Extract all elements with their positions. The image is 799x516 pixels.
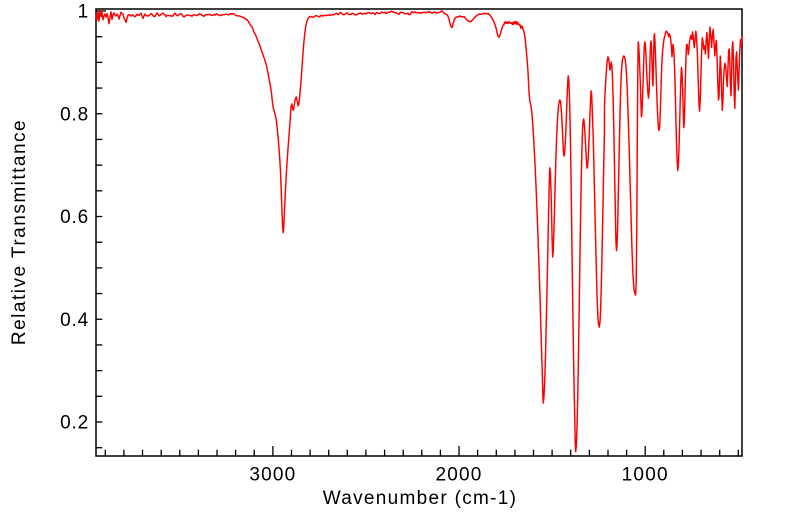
svg-text:Relative Transmittance: Relative Transmittance bbox=[9, 119, 30, 345]
svg-text:0.4: 0.4 bbox=[60, 310, 89, 331]
svg-text:0.8: 0.8 bbox=[60, 104, 89, 125]
svg-text:Wavenumber (cm-1): Wavenumber (cm-1) bbox=[323, 488, 518, 509]
svg-text:1000: 1000 bbox=[622, 465, 669, 486]
svg-text:2000: 2000 bbox=[435, 465, 482, 486]
svg-text:0.6: 0.6 bbox=[60, 207, 89, 228]
svg-text:3000: 3000 bbox=[249, 465, 296, 486]
svg-text:0.2: 0.2 bbox=[60, 413, 89, 434]
svg-text:1: 1 bbox=[78, 2, 89, 23]
